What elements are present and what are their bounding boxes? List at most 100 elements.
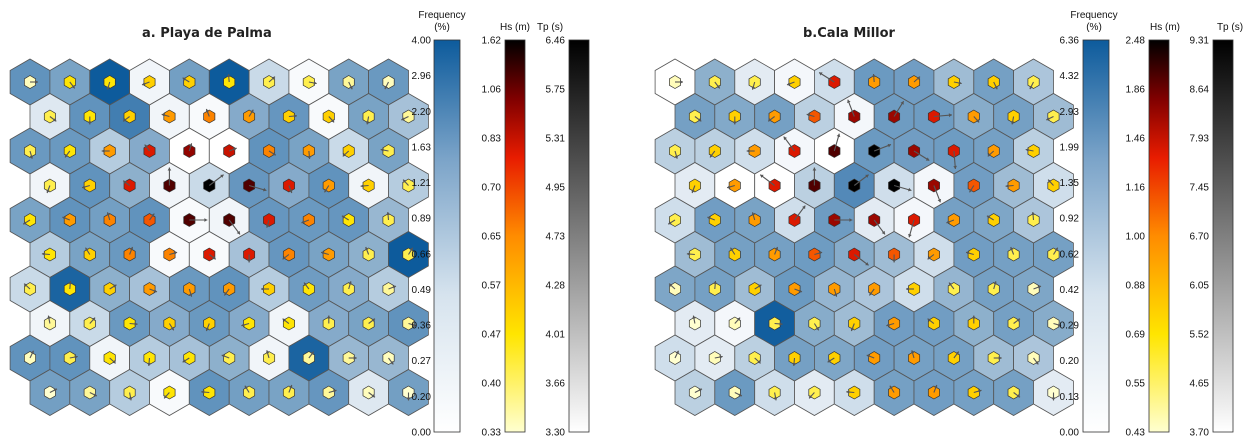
- hs-inner-hex: [402, 316, 415, 331]
- hex-cell: [368, 127, 409, 175]
- arrow-head: [669, 283, 673, 287]
- hex-cell: [328, 127, 370, 175]
- hs-inner-hex: [808, 109, 821, 124]
- hs-inner-hex: [382, 75, 395, 89]
- arrow-head: [173, 251, 178, 255]
- colorbar-tick-label: 1.35: [1060, 178, 1080, 189]
- arrow-head: [282, 256, 286, 260]
- direction-arrow: [847, 99, 855, 117]
- hs-inner-hex: [967, 385, 980, 400]
- arrow-head: [1031, 212, 1035, 216]
- arrow-head: [698, 388, 702, 392]
- arrow-head: [998, 356, 1002, 360]
- arrow-head: [850, 327, 855, 331]
- hex-cell: [149, 369, 190, 416]
- arrow-head: [934, 385, 938, 389]
- arrow-head: [101, 149, 105, 153]
- arrow-head: [975, 119, 980, 123]
- arrow-head: [68, 281, 73, 285]
- arrow-head: [869, 291, 873, 296]
- arrow-head: [52, 118, 57, 122]
- arrow-head: [47, 315, 51, 319]
- arrow-head: [773, 397, 778, 401]
- hex-cell: [288, 127, 330, 175]
- arrow-head: [29, 155, 34, 159]
- arrow-head: [371, 394, 375, 398]
- hex-cell: [1033, 231, 1074, 278]
- colorbar-tick-label: 6.36: [1060, 36, 1080, 47]
- arrow-head: [24, 283, 28, 287]
- hex-cell: [248, 58, 290, 106]
- arrow-head: [265, 350, 270, 354]
- arrow-head: [887, 143, 891, 148]
- arrow-head: [342, 153, 347, 157]
- hex-cell: [674, 369, 716, 416]
- arrow-head: [1016, 394, 1020, 398]
- hex-cell: [49, 265, 91, 313]
- panel-b-title: b.Cala Millor: [803, 26, 896, 41]
- arrow-head: [691, 189, 695, 193]
- arrow-head: [289, 385, 293, 389]
- colorbar-label: Frequency: [418, 10, 465, 21]
- arrow-head: [167, 167, 172, 171]
- hs-inner-hex: [203, 178, 216, 193]
- arrow-head: [390, 360, 394, 365]
- hs-inner-hex: [708, 213, 721, 227]
- arrow-head: [112, 360, 116, 364]
- arrow-head: [986, 215, 991, 219]
- hex-cell: [654, 196, 696, 244]
- hex-cell: [694, 127, 736, 175]
- hs-inner-hex: [1047, 247, 1060, 262]
- colorbar-tick-label: 4.95: [546, 183, 566, 194]
- hex-cell: [1013, 127, 1054, 175]
- arrow-head: [674, 155, 679, 159]
- arrow-head: [892, 259, 896, 263]
- hex-cell: [268, 93, 310, 140]
- arrow-head: [212, 256, 216, 260]
- arrow-head: [686, 252, 691, 256]
- hex-cell: [268, 369, 310, 416]
- hs-inner-hex: [302, 75, 315, 89]
- hex-cell: [913, 231, 955, 278]
- direction-arrow: [759, 174, 775, 186]
- hex-cell: [933, 196, 975, 244]
- panel-a-tp-colorbar: Tp (s) 6.46 5.75 5.31 4.95 4.73 4.28 4.01 3.66 3…: [537, 22, 590, 437]
- arrow-head: [113, 284, 117, 288]
- arrow-head: [969, 188, 973, 193]
- arrow-head: [716, 84, 720, 89]
- colorbar-tick-label: 1.86: [1126, 85, 1146, 96]
- arrow-head: [692, 315, 696, 319]
- hs-inner-hex: [987, 351, 1000, 365]
- arrow-head: [987, 153, 992, 157]
- arrow-head: [123, 180, 127, 184]
- hs-inner-hex: [163, 109, 176, 124]
- arrow-head: [289, 189, 293, 193]
- arrow-head: [106, 212, 111, 216]
- arrow-head: [949, 282, 953, 287]
- arrow-head: [144, 144, 148, 149]
- colorbar-tick-label: 2.93: [1060, 107, 1080, 118]
- arrow-head: [326, 315, 331, 319]
- arrow-head: [906, 287, 909, 291]
- colorbar-tick-label: 0.36: [412, 321, 432, 332]
- colorbar-tick-label: 1.06: [482, 85, 502, 96]
- hs-inner-hex: [748, 282, 761, 296]
- arrow-head: [908, 233, 912, 238]
- arrow-head: [1057, 323, 1062, 327]
- arrow-head: [806, 113, 811, 117]
- colorbar-tick-label: 0.89: [412, 214, 432, 225]
- hex-cell: [734, 58, 775, 106]
- arrow-head: [353, 356, 357, 360]
- hex-cell: [993, 231, 1034, 278]
- arrow-head: [182, 359, 187, 363]
- arrow-head: [62, 216, 66, 220]
- colorbar-tp-b: [1212, 39, 1234, 433]
- hex-cell: [308, 231, 350, 278]
- arrow-head: [224, 291, 228, 296]
- arrow-head: [41, 252, 46, 256]
- arrow-head: [123, 118, 127, 122]
- direction-arrow: [874, 143, 892, 152]
- arrow-head: [236, 230, 240, 235]
- colorbar-tick-label: 1.16: [1126, 183, 1146, 194]
- hex-cell: [348, 369, 389, 416]
